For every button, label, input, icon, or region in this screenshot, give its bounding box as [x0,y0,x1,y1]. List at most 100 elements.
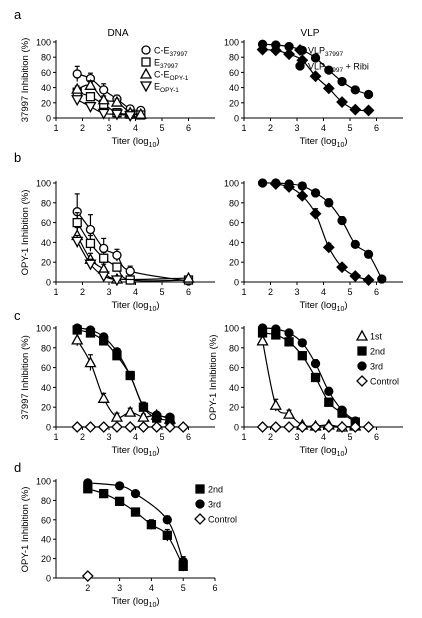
y-tick-label: 40 [41,535,51,545]
data-point [377,274,387,284]
data-point [271,324,281,334]
data-point [84,78,97,90]
legend-label: 3rd [370,362,383,372]
legend-marker [141,57,151,67]
y-tick-label: 0 [46,278,51,288]
data-point [337,76,347,87]
y-axis-label: OPY-1 Inhibition (%) [20,487,31,573]
y-tick-label: 60 [41,363,51,373]
series-3 [256,421,375,433]
data-point [310,358,321,369]
data-point [137,421,150,433]
y-tick-label: 80 [41,53,51,63]
data-point [72,217,82,228]
y-tick-label: 60 [229,68,239,78]
y-tick-label: 0 [234,114,239,124]
legend-label: 1st [370,332,383,342]
series-2 [81,570,94,582]
data-point [296,421,309,433]
panel-label-a: a [14,7,22,22]
data-point [284,337,294,347]
data-point [284,41,294,52]
data-point [349,270,362,282]
data-point [283,48,295,61]
data-point [97,421,110,433]
legend-label: 3rd [208,500,221,510]
data-point [324,397,334,407]
plot-c-4: 0 20 40 60 80 100 1 2 3 4 5 6 Titer (log10) 37997 Inh… [20,323,215,458]
data-point [324,198,334,208]
y-tick-label: 0 [46,423,51,433]
data-point [337,215,347,226]
legend-marker [139,67,153,79]
series-line [87,488,184,567]
y-tick-label: 100 [36,324,51,334]
legend-label: Control [370,377,399,387]
data-point [336,261,348,274]
legend-marker [195,499,205,509]
data-point [97,93,110,105]
x-tick-label: 4 [321,123,326,133]
data-point [297,351,307,361]
x-tick-label: 4 [133,123,138,133]
data-point [256,421,269,433]
x-tick-label: 4 [149,583,154,593]
x-tick-label: 2 [80,432,85,442]
x-axis-label: Titer (log10) [111,300,159,313]
data-point [71,236,84,248]
legend-marker [294,44,306,56]
x-tick-label: 2 [85,583,90,593]
data-point [99,85,109,95]
data-point [112,250,122,260]
data-point [124,111,137,123]
x-tick-label: 4 [133,287,138,297]
data-point [363,89,374,100]
legend: 1st 2nd 3rd Control [355,329,399,387]
data-point [84,101,97,113]
x-tick-label: 3 [106,123,111,133]
data-point [283,421,295,433]
x-tick-label: 5 [347,432,352,442]
series-2 [257,323,360,426]
series-1 [72,325,175,425]
data-point [177,421,190,433]
x-tick-label: 2 [80,287,85,297]
y-tick-label: 80 [41,343,51,353]
x-axis-label: Titer (log10) [299,136,347,149]
data-point [271,178,281,188]
data-point [324,65,334,75]
series-0 [71,333,177,424]
data-point [150,421,163,433]
data-point [97,108,110,120]
data-point [162,515,172,525]
x-tick-label: 5 [347,123,352,133]
x-tick-label: 6 [374,432,379,442]
data-point [85,92,96,102]
data-point [125,370,135,381]
data-point [165,412,175,422]
x-tick-label: 2 [268,123,273,133]
x-tick-label: 1 [241,432,246,442]
x-tick-label: 4 [321,287,326,297]
data-point [336,96,348,108]
y-axis-label: 37997 Inhibition (%) [20,335,31,420]
panel-label-b: b [14,150,21,165]
data-point [111,421,123,433]
data-point [124,405,137,417]
x-tick-label: 6 [186,432,191,442]
y-tick-label: 80 [229,53,239,63]
x-tick-label: 4 [321,432,326,442]
series-0 [72,65,146,116]
series-3 [71,234,124,287]
data-point [309,421,322,433]
data-point [112,347,122,357]
data-point [99,243,109,253]
series-3 [71,95,137,123]
data-point [85,325,96,335]
y-tick-label: 0 [234,278,239,288]
data-point [322,82,335,95]
y-tick-label: 40 [41,83,51,93]
x-tick-label: 6 [374,287,379,297]
data-point [84,421,97,433]
legend-marker [357,361,367,371]
